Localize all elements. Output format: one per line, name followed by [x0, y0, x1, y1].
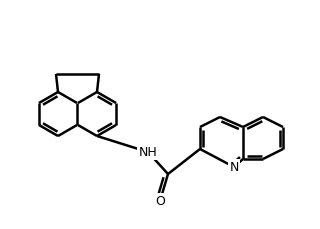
Text: O: O [155, 195, 165, 208]
Text: NH: NH [139, 146, 157, 159]
Text: N: N [229, 161, 239, 174]
